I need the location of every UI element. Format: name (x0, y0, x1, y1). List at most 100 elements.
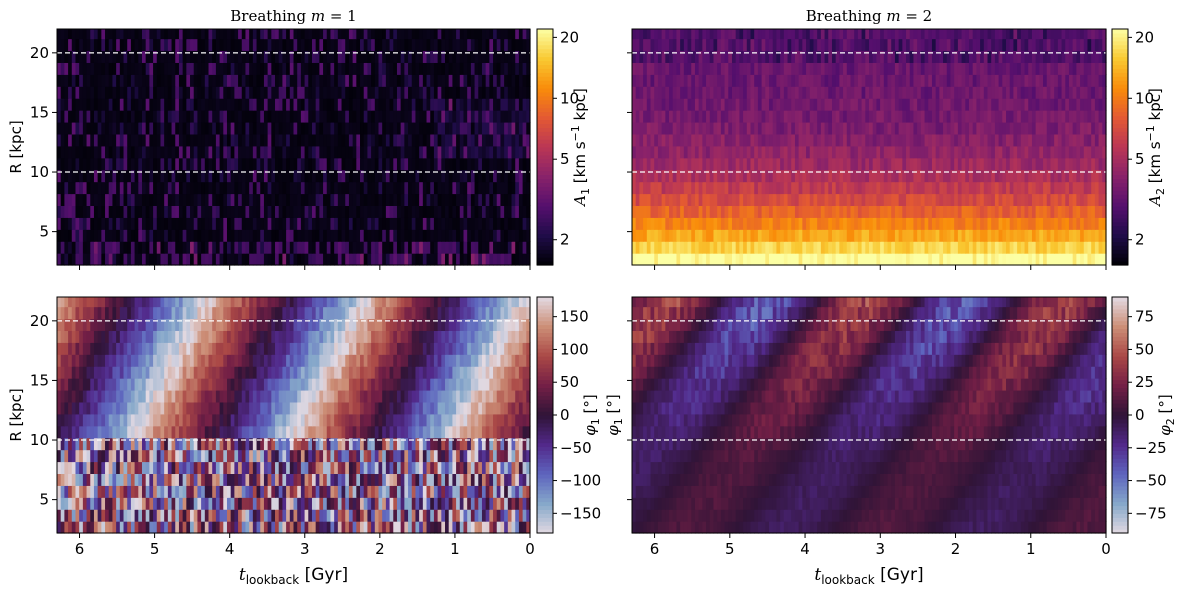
heatmap-cell (256, 229, 261, 242)
heatmap-cell (713, 169, 718, 183)
heatmap-cell (917, 205, 922, 218)
heatmap-cell (197, 193, 202, 206)
heatmap-cell (965, 253, 970, 266)
heatmap-cell (86, 86, 91, 99)
heatmap-cell (145, 86, 150, 99)
heatmap-cell (145, 133, 150, 147)
heatmap-cell (75, 121, 80, 135)
heatmap-cell (1087, 145, 1092, 159)
heatmap-cell (780, 50, 785, 63)
heatmap-cell (426, 145, 431, 159)
heatmap-cell (1098, 62, 1103, 75)
heatmap-cell (160, 62, 165, 75)
heatmap-cell (304, 241, 309, 254)
heatmap-cell (791, 86, 796, 99)
heatmap-cell (809, 181, 815, 195)
heatmap-cell (698, 86, 703, 99)
heatmap-cell (861, 145, 866, 159)
heatmap-cell (433, 62, 439, 75)
heatmap-cell (698, 229, 703, 242)
heatmap-cell (665, 169, 670, 183)
heatmap-cell (1002, 86, 1007, 99)
heatmap-cell (750, 62, 755, 75)
heatmap-cell (965, 121, 970, 135)
colorbar-segment (537, 237, 553, 242)
heatmap-cell (720, 98, 726, 111)
heatmap-cell (481, 86, 487, 99)
heatmap-cell (71, 38, 77, 52)
heatmap-cell (672, 181, 678, 195)
heatmap-cell (1024, 205, 1029, 218)
heatmap-cell (950, 145, 955, 159)
heatmap-cell (1065, 121, 1070, 135)
heatmap-cell (780, 133, 785, 147)
heatmap-cell (846, 241, 852, 254)
heatmap-cell (230, 217, 235, 230)
heatmap-cell (226, 217, 232, 230)
heatmap-cell (204, 74, 210, 87)
heatmap-cell (526, 50, 531, 63)
heatmap-cell (452, 29, 457, 40)
heatmap-cell (709, 121, 715, 135)
heatmap-cell (456, 86, 461, 99)
heatmap-cell (300, 50, 306, 63)
heatmap-cell (356, 229, 361, 242)
heatmap-cell (861, 86, 866, 99)
heatmap-cell (356, 193, 361, 206)
heatmap-cell (352, 241, 357, 254)
heatmap-cell (1043, 157, 1048, 171)
heatmap-cell (646, 205, 652, 218)
heatmap-cell (79, 193, 84, 206)
heatmap-cell (145, 241, 150, 254)
heatmap-cell (201, 145, 206, 159)
heatmap-cell (909, 133, 915, 147)
heatmap-cell (687, 110, 692, 123)
heatmap-cell (665, 62, 670, 75)
heatmap-cell (1094, 193, 1100, 206)
heatmap-cell (980, 50, 985, 63)
heatmap-cell (134, 62, 139, 75)
heatmap-cell (441, 229, 446, 242)
heatmap-cell (1028, 145, 1033, 159)
heatmap-cell (672, 205, 678, 218)
heatmap-cell (79, 157, 84, 171)
heatmap-cell (433, 229, 439, 242)
heatmap-cell (709, 157, 715, 171)
heatmap-cell (334, 133, 339, 147)
heatmap-cell (326, 253, 332, 266)
heatmap-cell (861, 169, 866, 183)
heatmap-cell (352, 145, 357, 159)
heatmap-cell (260, 74, 265, 87)
heatmap-cell (817, 50, 822, 63)
heatmap-cell (750, 193, 755, 206)
heatmap-cell (687, 193, 692, 206)
heatmap-cell (326, 110, 332, 123)
heatmap-cell (669, 217, 674, 230)
heatmap-cell (1102, 229, 1107, 242)
heatmap-cell (489, 38, 494, 52)
heatmap-cell (408, 241, 413, 254)
colorbar-segment (537, 115, 553, 121)
heatmap-cell (204, 38, 210, 52)
heatmap-cell (717, 86, 722, 99)
heatmap-cell (809, 110, 815, 123)
heatmap-cell (175, 121, 180, 135)
heatmap-cell (334, 121, 339, 135)
heatmap-cell (385, 145, 391, 159)
heatmap-cell (776, 193, 781, 206)
heatmap-cell (393, 193, 398, 206)
heatmap-cell (665, 121, 670, 135)
heatmap-cell (1098, 169, 1103, 183)
colorbar-segment (537, 123, 553, 128)
heatmap-cell (278, 62, 284, 75)
heatmap-cell (226, 205, 232, 218)
heatmap-cell (230, 110, 235, 123)
heatmap-cell (694, 157, 700, 171)
heatmap-cell (156, 86, 162, 99)
heatmap-cell (924, 145, 929, 159)
heatmap-cell (64, 205, 69, 218)
heatmap-cell (817, 229, 822, 242)
heatmap-cell (201, 169, 206, 183)
heatmap-cell (772, 205, 778, 218)
heatmap-cell (230, 181, 235, 195)
